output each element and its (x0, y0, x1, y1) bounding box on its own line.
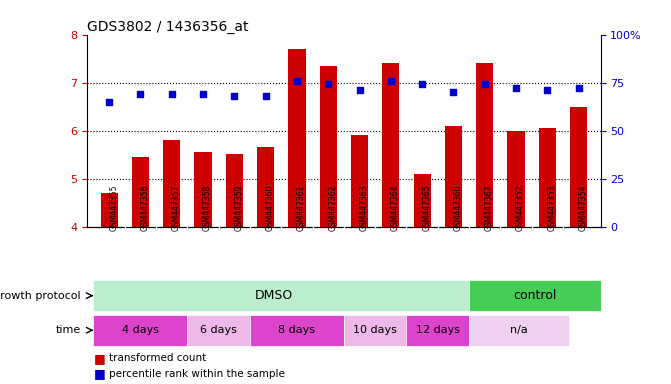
Bar (445, 126, 462, 227)
Bar (570, 107, 587, 227)
Text: GSM447354: GSM447354 (578, 184, 588, 231)
Point (511, 85, 521, 91)
Bar (539, 128, 556, 227)
Bar (289, 49, 305, 227)
Point (573, 85, 584, 91)
Point (479, 81, 490, 88)
Point (417, 81, 427, 88)
Text: GSM447362: GSM447362 (328, 184, 338, 231)
Point (260, 93, 271, 99)
Text: 12 days: 12 days (416, 325, 460, 335)
Bar (225, 154, 243, 227)
Text: 4 days: 4 days (122, 325, 159, 335)
Bar (195, 152, 211, 227)
Text: GSM447356: GSM447356 (140, 184, 150, 231)
Point (323, 81, 333, 88)
Text: GSM447358: GSM447358 (203, 184, 212, 231)
Bar (469, 315, 569, 346)
Text: control: control (513, 289, 556, 302)
Point (354, 87, 365, 93)
Text: GSM447360: GSM447360 (266, 184, 274, 231)
Text: GSM447355: GSM447355 (109, 184, 118, 231)
Text: n/a: n/a (510, 325, 528, 335)
Text: DMSO: DMSO (254, 289, 293, 302)
Bar (469, 280, 601, 311)
Text: transformed count: transformed count (109, 353, 206, 363)
Text: GSM447366: GSM447366 (454, 184, 462, 231)
Bar (319, 66, 337, 227)
Point (542, 87, 553, 93)
Point (229, 93, 240, 99)
Text: GSM447363: GSM447363 (360, 184, 368, 231)
Text: 8 days: 8 days (278, 325, 315, 335)
Text: GSM447353: GSM447353 (548, 184, 556, 231)
Text: GDS3802 / 1436356_at: GDS3802 / 1436356_at (87, 20, 249, 33)
Text: ■: ■ (94, 352, 106, 365)
Bar (101, 193, 117, 227)
Text: 6 days: 6 days (200, 325, 237, 335)
Point (448, 89, 459, 95)
Text: ■: ■ (94, 367, 106, 380)
Text: GSM447359: GSM447359 (234, 184, 244, 231)
Bar (407, 315, 469, 346)
Bar (93, 315, 187, 346)
Bar (476, 63, 493, 227)
Text: percentile rank within the sample: percentile rank within the sample (109, 369, 285, 379)
Bar (351, 136, 368, 227)
Text: GSM447357: GSM447357 (172, 184, 180, 231)
Text: growth protocol: growth protocol (0, 291, 81, 301)
Point (166, 91, 177, 97)
Text: GSM447352: GSM447352 (516, 184, 525, 231)
Text: time: time (55, 325, 81, 335)
Bar (132, 157, 149, 227)
Point (198, 91, 209, 97)
Point (135, 91, 146, 97)
Bar (187, 315, 250, 346)
Bar (382, 63, 399, 227)
Text: GSM447365: GSM447365 (422, 184, 431, 231)
Bar (93, 280, 469, 311)
Text: 10 days: 10 days (353, 325, 397, 335)
Text: GSM447367: GSM447367 (484, 184, 494, 231)
Bar (413, 174, 431, 227)
Bar (163, 140, 180, 227)
Bar (507, 131, 525, 227)
Text: GSM447364: GSM447364 (391, 184, 400, 231)
Text: GSM447361: GSM447361 (297, 184, 306, 231)
Point (104, 99, 115, 105)
Point (385, 78, 396, 84)
Bar (257, 147, 274, 227)
Point (292, 78, 303, 84)
Bar (250, 315, 344, 346)
Bar (344, 315, 407, 346)
